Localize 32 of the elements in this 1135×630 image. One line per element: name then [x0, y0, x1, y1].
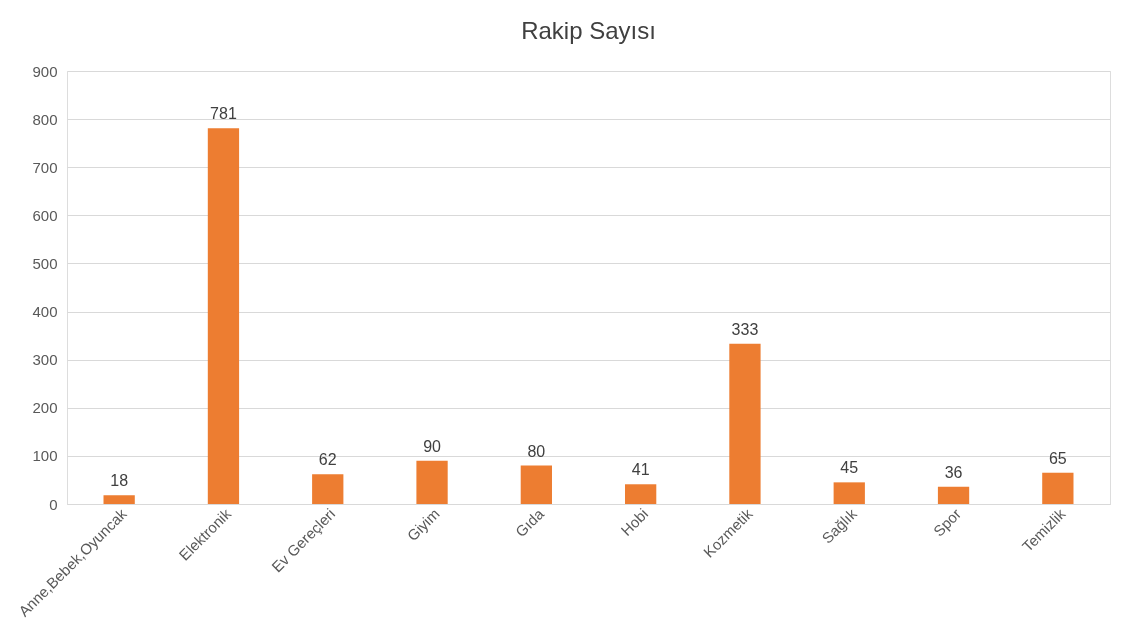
y-tick-label: 500	[32, 254, 58, 272]
data-label: 90	[423, 437, 442, 455]
bar	[103, 495, 135, 504]
bar	[312, 474, 344, 504]
data-label: 65	[1048, 449, 1067, 467]
bar	[207, 128, 240, 504]
bar	[729, 343, 761, 504]
bar	[416, 460, 448, 504]
y-tick-label: 100	[32, 447, 58, 465]
data-label: 333	[731, 320, 759, 338]
bar	[937, 486, 970, 504]
y-tick-label: 200	[32, 399, 58, 417]
y-tick-label: 400	[32, 303, 58, 321]
bar	[625, 484, 657, 504]
x-tick-label: Gıda	[511, 504, 548, 541]
bar	[1042, 472, 1074, 504]
data-label: 18	[110, 472, 129, 490]
bar	[520, 465, 552, 504]
data-label: 80	[527, 442, 546, 460]
data-label: 41	[631, 461, 650, 479]
y-tick-label: 300	[32, 351, 58, 369]
y-tick-label: 600	[32, 206, 58, 224]
y-tick-label: 700	[32, 158, 58, 176]
bar	[833, 482, 865, 504]
data-label: 62	[318, 451, 337, 469]
y-tick-label: 0	[49, 495, 58, 513]
data-label: 36	[944, 463, 963, 481]
y-tick-label: 800	[32, 110, 58, 128]
y-tick-label: 900	[32, 62, 58, 80]
chart-title: Rakip Sayısı	[521, 17, 656, 44]
data-label: 45	[840, 459, 859, 477]
data-label: 781	[210, 105, 237, 123]
